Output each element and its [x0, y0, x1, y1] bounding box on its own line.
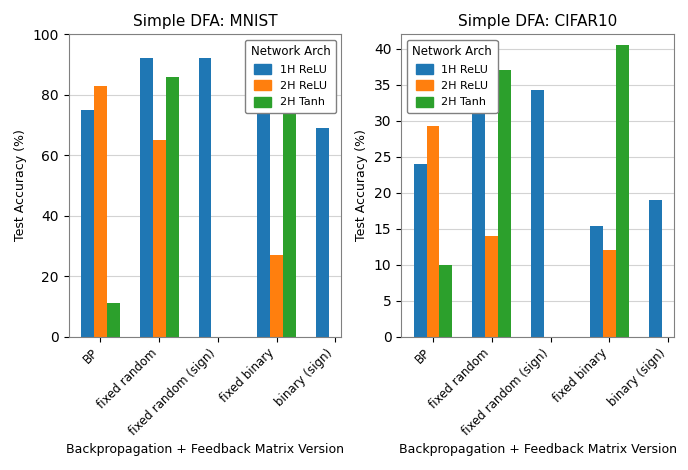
- Bar: [485, 236, 498, 337]
- Bar: [498, 70, 511, 337]
- Bar: [413, 164, 427, 337]
- Bar: [257, 58, 270, 337]
- Bar: [440, 265, 453, 337]
- Bar: [199, 58, 211, 337]
- Bar: [616, 45, 629, 337]
- Legend: 1H ReLU, 2H ReLU, 2H Tanh: 1H ReLU, 2H ReLU, 2H Tanh: [245, 40, 336, 113]
- Y-axis label: Test Accuracy (%): Test Accuracy (%): [355, 129, 368, 242]
- Legend: 1H ReLU, 2H ReLU, 2H Tanh: 1H ReLU, 2H ReLU, 2H Tanh: [407, 40, 497, 113]
- Bar: [316, 128, 329, 337]
- Bar: [473, 92, 485, 337]
- Bar: [153, 140, 166, 337]
- X-axis label: Backpropagation + Feedback Matrix Version: Backpropagation + Feedback Matrix Versio…: [66, 443, 344, 456]
- Bar: [166, 77, 178, 337]
- Bar: [649, 200, 662, 337]
- Bar: [81, 110, 94, 337]
- Bar: [283, 98, 296, 337]
- Bar: [140, 58, 153, 337]
- Bar: [107, 303, 120, 337]
- Bar: [531, 90, 544, 337]
- Bar: [270, 255, 283, 337]
- Bar: [590, 227, 603, 337]
- Bar: [603, 250, 616, 337]
- X-axis label: Backpropagation + Feedback Matrix Version: Backpropagation + Feedback Matrix Versio…: [398, 443, 677, 456]
- Bar: [94, 86, 107, 337]
- Bar: [427, 126, 440, 337]
- Title: Simple DFA: MNIST: Simple DFA: MNIST: [133, 14, 277, 29]
- Title: Simple DFA: CIFAR10: Simple DFA: CIFAR10: [458, 14, 617, 29]
- Y-axis label: Test Accuracy (%): Test Accuracy (%): [14, 129, 27, 242]
